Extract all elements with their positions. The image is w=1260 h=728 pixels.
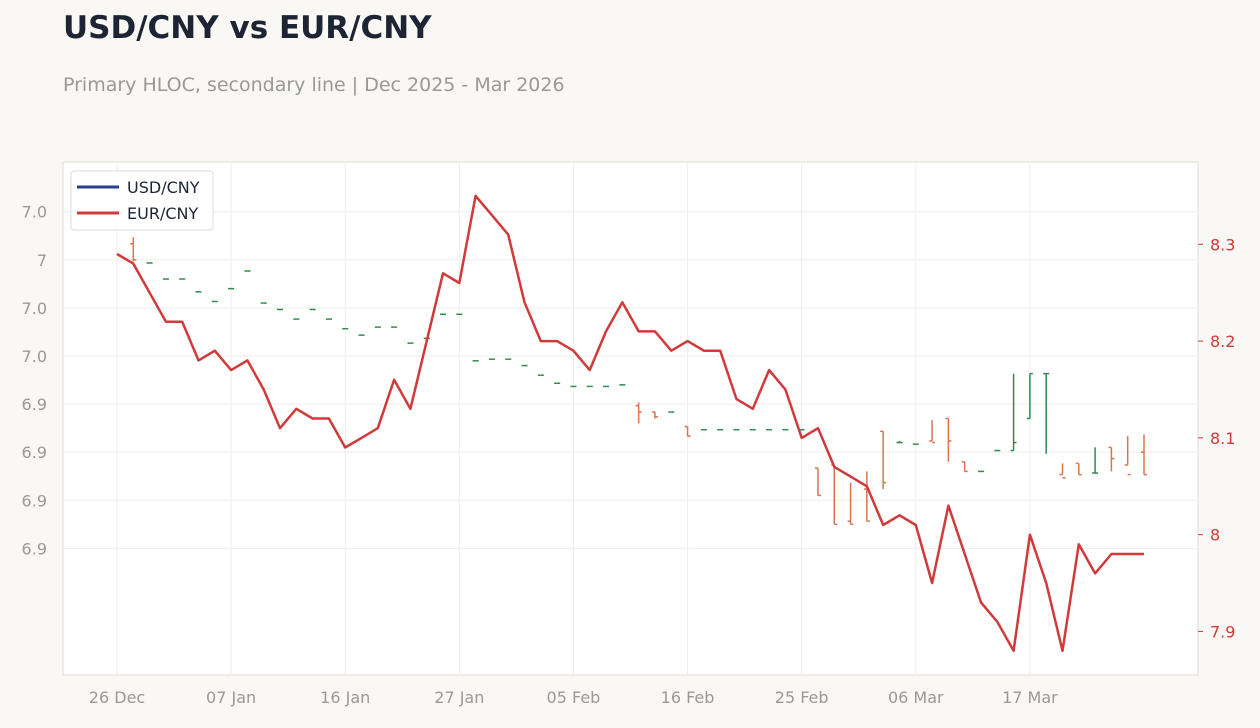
x-tick-label: 25 Feb xyxy=(775,688,829,707)
ohlc-bar xyxy=(1108,446,1115,472)
ohlc-bar xyxy=(896,440,903,444)
y-right-tick-label: 8.1 xyxy=(1210,429,1235,448)
x-tick-label: 27 Jan xyxy=(434,688,484,707)
chart-subtitle: Primary HLOC, secondary line | Dec 2025 … xyxy=(63,74,565,96)
legend-label-eur: EUR/CNY xyxy=(127,204,198,223)
y-right-tick-label: 8.2 xyxy=(1210,332,1235,351)
ohlc-bar xyxy=(1075,462,1082,476)
x-tick-label: 26 Dec xyxy=(89,688,145,707)
x-tick-label: 16 Jan xyxy=(320,688,370,707)
ohlc-bar xyxy=(961,461,968,473)
eur-line-series xyxy=(116,194,1144,653)
y-right-tick-label: 8 xyxy=(1210,526,1220,545)
chart-title: USD/CNY vs EUR/CNY xyxy=(63,10,432,46)
y-axis-left: 7.0 7 7.0 7.0 6.9 6.9 6.9 6.9 xyxy=(22,203,47,559)
eur-line xyxy=(116,194,1144,653)
ohlc-bar xyxy=(863,471,870,522)
y-left-tick-label: 6.9 xyxy=(22,443,47,462)
x-tick-label: 16 Feb xyxy=(661,688,715,707)
y-right-tick-label: 7.9 xyxy=(1210,622,1235,641)
x-axis: 26 Dec 07 Jan 16 Jan 27 Jan 05 Feb 16 Feb 25 F… xyxy=(89,688,1058,707)
ohlc-bar xyxy=(1092,447,1099,474)
ohlc-bar xyxy=(651,411,658,419)
ohlc-bar xyxy=(1124,436,1131,476)
legend-label-usd: USD/CNY xyxy=(127,178,200,197)
legend: USD/CNY EUR/CNY xyxy=(70,170,214,231)
y-left-tick-label: 7.0 xyxy=(22,299,47,318)
ohlc-bar xyxy=(814,467,821,497)
y-right-tick-label: 8.3 xyxy=(1210,235,1235,254)
y-left-tick-label: 6.9 xyxy=(22,491,47,510)
ohlc-bar xyxy=(880,430,887,490)
ohlc-bar xyxy=(945,417,952,462)
grid xyxy=(63,162,1198,675)
ohlc-bar xyxy=(684,425,691,437)
ohlc-bar xyxy=(929,420,936,444)
y-axis-right: 8.3 8.2 8.1 8 7.9 xyxy=(1198,235,1235,641)
ohlc-bar xyxy=(1141,434,1147,476)
x-tick-label: 05 Feb xyxy=(547,688,601,707)
y-left-tick-label: 6.9 xyxy=(22,539,47,558)
plot-area xyxy=(62,161,1199,676)
y-left-tick-label: 7.0 xyxy=(22,347,47,366)
x-tick-label: 06 Mar xyxy=(888,688,944,707)
x-tick-label: 07 Jan xyxy=(206,688,256,707)
y-left-tick-label: 7.0 xyxy=(22,203,47,222)
ohlc-bar xyxy=(1059,463,1066,479)
x-tick-label: 17 Mar xyxy=(1002,688,1058,707)
ohlc-bar xyxy=(1026,372,1033,420)
ohlc-bar xyxy=(1010,373,1017,452)
ohlc-bar xyxy=(1043,372,1050,454)
ohlc-bar xyxy=(635,402,642,424)
y-left-tick-label: 7 xyxy=(37,251,47,270)
ohlc-bar xyxy=(847,482,854,526)
y-left-tick-label: 6.9 xyxy=(22,395,47,414)
ohlc-bar xyxy=(130,237,137,262)
usd-ohlc-series xyxy=(114,210,1147,526)
